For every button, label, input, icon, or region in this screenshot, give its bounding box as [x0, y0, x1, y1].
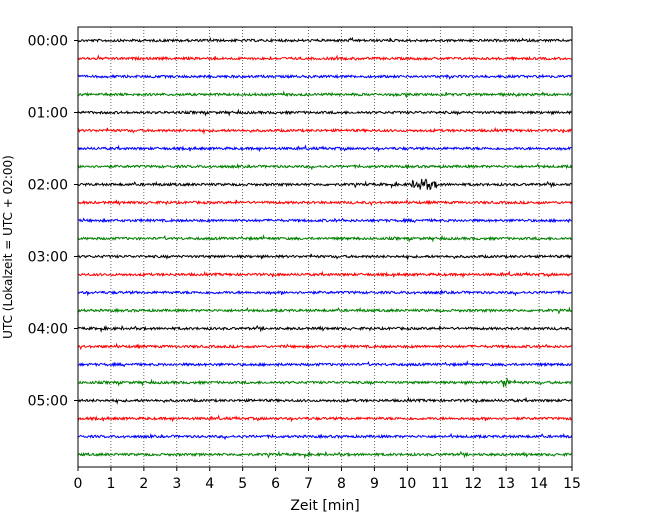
- x-tick-label: 14: [530, 476, 548, 492]
- y-axis-title: UTC (Lokalzeit = UTC + 02:00): [1, 155, 15, 339]
- seismic-trace: [77, 324, 572, 333]
- y-tick-label: 01:00: [28, 106, 68, 122]
- x-tick-label: 2: [139, 476, 148, 492]
- x-tick-label: 12: [464, 476, 482, 492]
- seismic-trace: [77, 162, 572, 171]
- seismic-trace: [77, 359, 572, 368]
- x-tick-label: 8: [337, 476, 346, 492]
- seismic-trace: [77, 178, 572, 191]
- x-tick-label: 15: [563, 476, 581, 492]
- x-axis-ticks: 0 1 2 3 4 5 6 7 8 9 10 11 12 13 14 15: [74, 467, 581, 492]
- seismic-trace: [77, 54, 572, 62]
- y-axis-ticks: 00:00 01:00 02:00 03:00 04:00 05:00: [28, 34, 78, 410]
- x-tick-label: 3: [172, 476, 181, 492]
- seismic-trace: [77, 306, 572, 315]
- x-tick-label: 13: [497, 476, 515, 492]
- seismic-trace: [77, 342, 572, 351]
- seismic-trace: [77, 233, 572, 243]
- seismic-trace: [77, 144, 572, 153]
- x-tick-label: 11: [431, 476, 449, 492]
- x-tick-label: 4: [205, 476, 214, 492]
- x-tick-label: 1: [106, 476, 115, 492]
- seismic-trace: [77, 108, 572, 117]
- x-tick-label: 0: [74, 476, 83, 492]
- seismic-trace: [77, 217, 572, 224]
- y-tick-label: 02:00: [28, 178, 68, 194]
- seismic-trace: [77, 253, 572, 261]
- seismic-trace: [77, 396, 572, 405]
- x-tick-label: 6: [271, 476, 280, 492]
- seismic-trace: [77, 73, 572, 80]
- seismic-trace: [77, 288, 572, 297]
- seismic-trace: [77, 414, 572, 423]
- seismic-trace: [77, 36, 572, 44]
- x-tick-label: 7: [304, 476, 313, 492]
- seismic-trace: [77, 376, 572, 388]
- x-tick-label: 5: [238, 476, 247, 492]
- x-axis-title: Zeit [min]: [290, 498, 359, 514]
- seismic-traces: [77, 36, 572, 459]
- y-tick-label: 05:00: [28, 394, 68, 410]
- seismic-trace: [77, 90, 572, 99]
- y-tick-label: 03:00: [28, 250, 68, 266]
- seismic-trace: [77, 198, 572, 207]
- y-tick-label: 04:00: [28, 322, 68, 338]
- x-tick-label: 9: [370, 476, 379, 492]
- seismic-trace: [77, 126, 572, 135]
- seismic-trace: [77, 270, 572, 279]
- seismic-trace: [77, 450, 572, 459]
- x-tick-label: 10: [398, 476, 416, 492]
- plot-frame: [77, 26, 573, 468]
- grid-lines: [110, 27, 540, 467]
- seismic-trace: [77, 432, 572, 441]
- y-tick-label: 00:00: [28, 34, 68, 50]
